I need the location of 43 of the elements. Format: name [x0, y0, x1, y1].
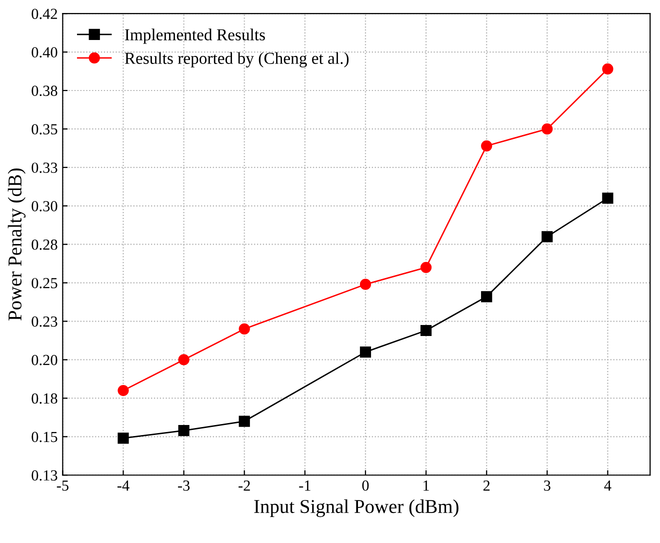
x-tick-label: 4: [604, 480, 612, 491]
y-tick-label: 0.30: [32, 201, 58, 212]
x-tick-label: -2: [238, 480, 250, 491]
y-tick-label: 0.18: [32, 393, 58, 404]
x-tick-label: 1: [424, 480, 429, 491]
point: [481, 140, 492, 152]
legend-label: Results reported by (Cheng et al.): [124, 52, 349, 68]
y-tick-label: 0.40: [32, 47, 58, 58]
point: [602, 63, 614, 75]
point: [542, 123, 553, 135]
point: [178, 354, 190, 366]
y-tick-label: 0.23: [32, 316, 58, 327]
x-tick-label: -5: [56, 480, 68, 491]
x-tick-label: 2: [483, 480, 490, 491]
point: [420, 324, 432, 336]
point: [542, 231, 553, 242]
point: [238, 416, 250, 427]
x-axis-title: Input Signal Power (dBm): [254, 499, 458, 518]
x-tick-label: -4: [117, 480, 130, 491]
x-tick-label: 0: [362, 480, 369, 491]
y-tick-label: 0.20: [32, 354, 58, 366]
x-tick-label: -3: [178, 480, 190, 491]
legend-label: Implemented Results: [124, 28, 265, 44]
point: [360, 278, 372, 290]
point: [238, 323, 250, 335]
y-tick-label: 0.13: [32, 470, 58, 481]
y-tick-label: 0.42: [32, 8, 57, 20]
point: [602, 192, 614, 204]
y-tick-label: 0.33: [32, 162, 58, 173]
point: [118, 432, 129, 444]
point: [420, 262, 432, 273]
x-tick-label: 3: [544, 480, 550, 491]
y-tick-label: 0.15: [32, 432, 58, 442]
point: [118, 384, 129, 396]
y-tick-label: 0.38: [32, 86, 58, 96]
x-tick-label: -1: [299, 480, 310, 491]
point: [481, 291, 492, 302]
point: [360, 346, 372, 358]
y-tick-label: 0.35: [32, 124, 58, 134]
point: [178, 424, 190, 436]
y-axis-title: Power Penalty (dB): [8, 168, 26, 320]
y-tick-label: 0.25: [32, 278, 58, 288]
y-tick-label: 0.28: [32, 239, 58, 250]
